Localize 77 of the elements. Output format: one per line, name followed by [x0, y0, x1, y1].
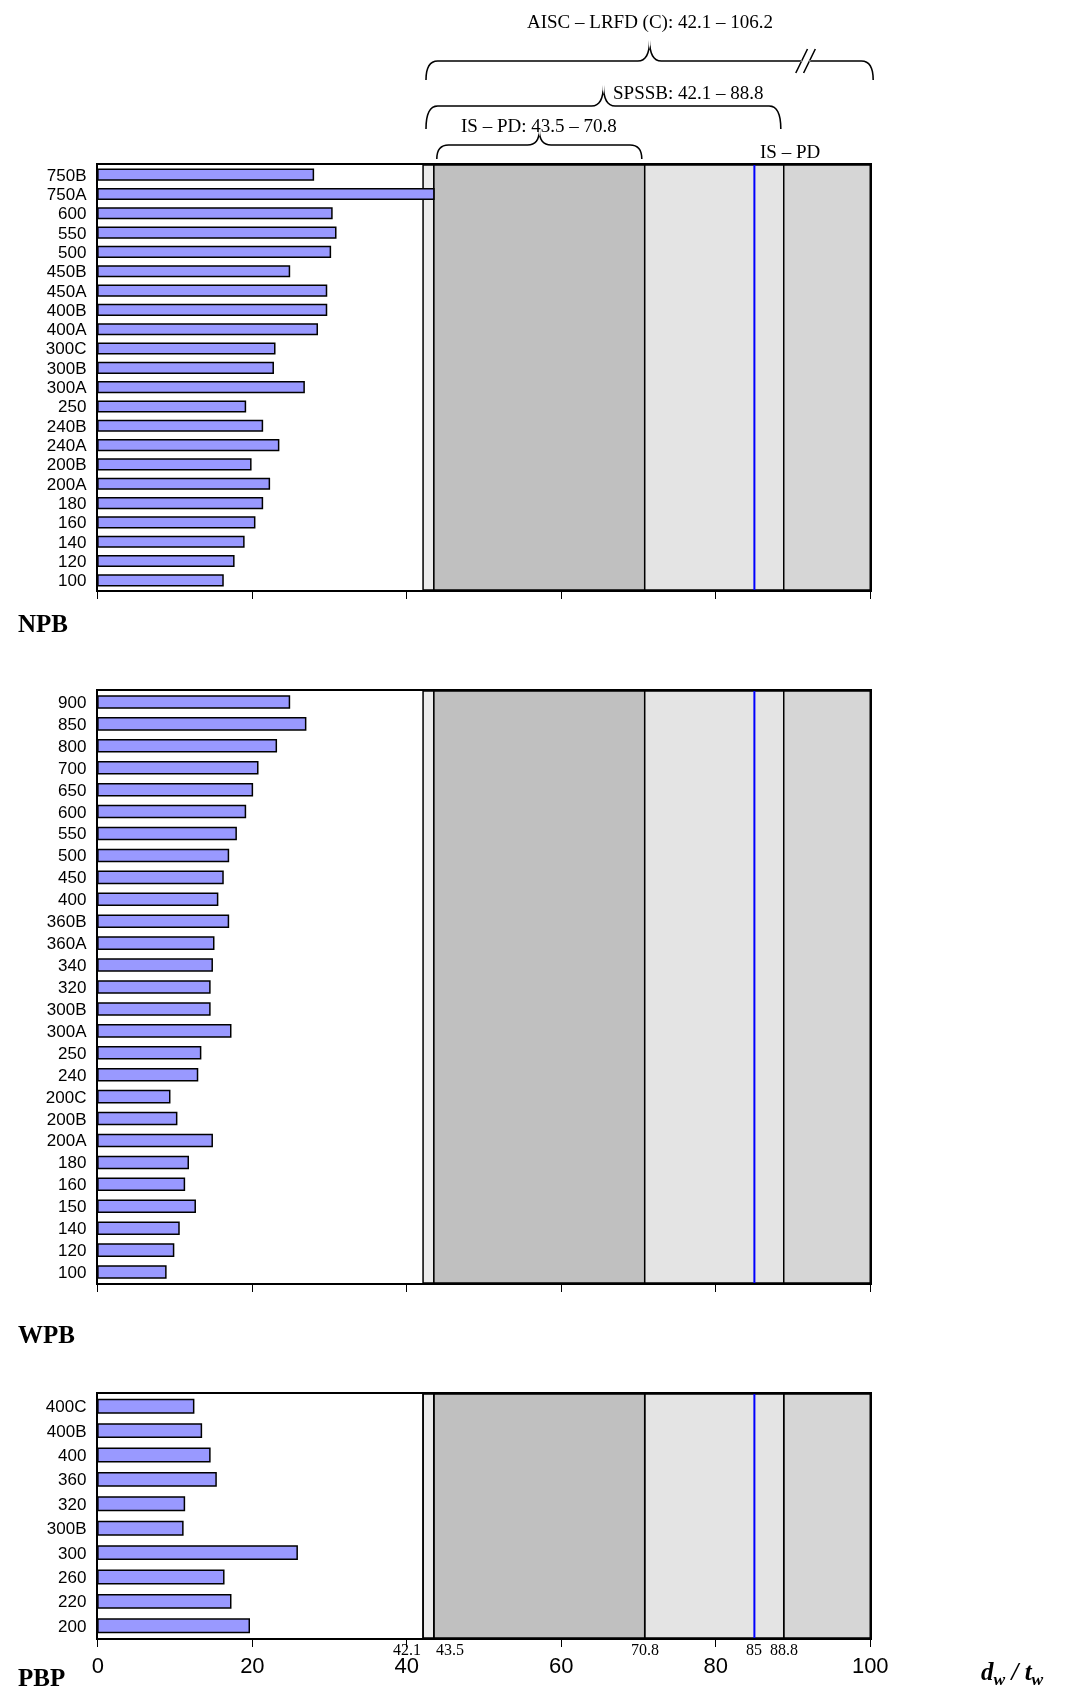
- text: SPSSB: 42.1 – 88.8: [613, 82, 764, 103]
- y-tick-label: 400: [58, 890, 87, 910]
- y-tick-label: 550: [58, 824, 87, 844]
- y-tick-label: 650: [58, 780, 87, 800]
- y-tick-label: 140: [58, 532, 87, 552]
- y-tick-label: 200A: [46, 474, 88, 494]
- y-tick-label: 360A: [46, 934, 88, 954]
- ref-line-label: 85: [746, 1641, 762, 1658]
- y-tick-label: 850: [58, 714, 87, 734]
- ref-line-label: 42.1: [393, 1641, 421, 1658]
- y-tick-label: 400B: [46, 300, 87, 320]
- y-tick-label: 200: [58, 1616, 87, 1636]
- y-tick-label: 400B: [46, 1421, 87, 1441]
- y-tick-label: 450A: [46, 281, 88, 301]
- ref-line-label: IS – PD: [760, 141, 821, 162]
- x-axis-title: d$_{w}$ / t$_{w}$: [981, 1658, 1044, 1690]
- y-tick-label: 180: [58, 1153, 87, 1173]
- x-tick-label: 100: [851, 1653, 889, 1679]
- text: IS – PD: 43.5 – 70.8: [461, 115, 617, 136]
- y-tick-label: 400C: [45, 1397, 87, 1417]
- y-tick-label: 240: [58, 1065, 87, 1085]
- ref-line-label: 88.8: [770, 1641, 798, 1658]
- y-tick-label: 300A: [46, 378, 88, 398]
- y-tick-label: 200B: [46, 1109, 87, 1129]
- y-tick-label: 750A: [46, 184, 88, 204]
- y-tick-label: 900: [58, 692, 87, 712]
- y-tick-label: 700: [58, 758, 87, 778]
- y-tick-label: 450B: [46, 262, 87, 282]
- y-tick-label: 200C: [45, 1087, 87, 1107]
- y-tick-label: 260: [58, 1567, 87, 1587]
- text: WPB: [18, 1321, 75, 1348]
- y-tick-label: 250: [58, 1043, 87, 1063]
- y-tick-label: 300B: [46, 999, 87, 1019]
- ref-line-label: 43.5: [436, 1641, 464, 1658]
- text: PBP: [18, 1664, 66, 1691]
- y-tick-label: 360: [58, 1470, 87, 1490]
- y-tick-label: 200A: [46, 1131, 88, 1151]
- y-tick-label: 400A: [46, 320, 88, 340]
- y-tick-label: 120: [58, 551, 87, 571]
- y-tick-label: 300C: [45, 339, 87, 359]
- ref-line-label: 70.8: [631, 1641, 659, 1658]
- text: NPB: [18, 610, 68, 637]
- y-tick-label: 140: [58, 1219, 87, 1239]
- y-tick-label: 600: [58, 802, 87, 822]
- y-tick-label: 160: [58, 1175, 87, 1195]
- y-tick-label: 240A: [46, 436, 88, 456]
- x-tick-label: 80: [703, 1653, 729, 1679]
- y-tick-label: 300A: [46, 1021, 88, 1041]
- y-tick-label: 180: [58, 494, 87, 514]
- y-tick-label: 500: [58, 242, 87, 262]
- y-tick-label: 150: [58, 1197, 87, 1217]
- y-tick-label: 100: [58, 1262, 87, 1282]
- y-tick-label: 200B: [46, 455, 87, 475]
- y-tick-label: 450: [58, 868, 87, 888]
- y-tick-label: 300B: [46, 358, 87, 378]
- y-tick-label: 550: [58, 223, 87, 243]
- y-tick-label: 240B: [46, 416, 87, 436]
- x-tick-label: 0: [91, 1653, 105, 1679]
- y-tick-label: 500: [58, 846, 87, 866]
- y-tick-label: 120: [58, 1241, 87, 1261]
- y-tick-label: 340: [58, 956, 87, 976]
- y-tick-label: 360B: [46, 912, 87, 932]
- y-tick-label: 250: [58, 397, 87, 417]
- text: AISC – LRFD (C): 42.1 – 106.2: [527, 11, 773, 33]
- y-tick-label: 320: [58, 977, 87, 997]
- y-tick-label: 300B: [46, 1519, 87, 1539]
- y-tick-label: 800: [58, 736, 87, 756]
- y-tick-label: 220: [58, 1592, 87, 1612]
- x-tick-label: 60: [549, 1653, 574, 1679]
- y-tick-label: 160: [58, 513, 87, 533]
- y-tick-label: 750B: [46, 165, 87, 185]
- y-tick-label: 300: [58, 1543, 87, 1563]
- y-tick-label: 320: [58, 1494, 87, 1514]
- y-tick-label: 400: [58, 1445, 87, 1465]
- x-tick-label: 20: [240, 1653, 265, 1679]
- y-tick-label: 600: [58, 204, 87, 224]
- y-tick-label: 100: [58, 571, 87, 591]
